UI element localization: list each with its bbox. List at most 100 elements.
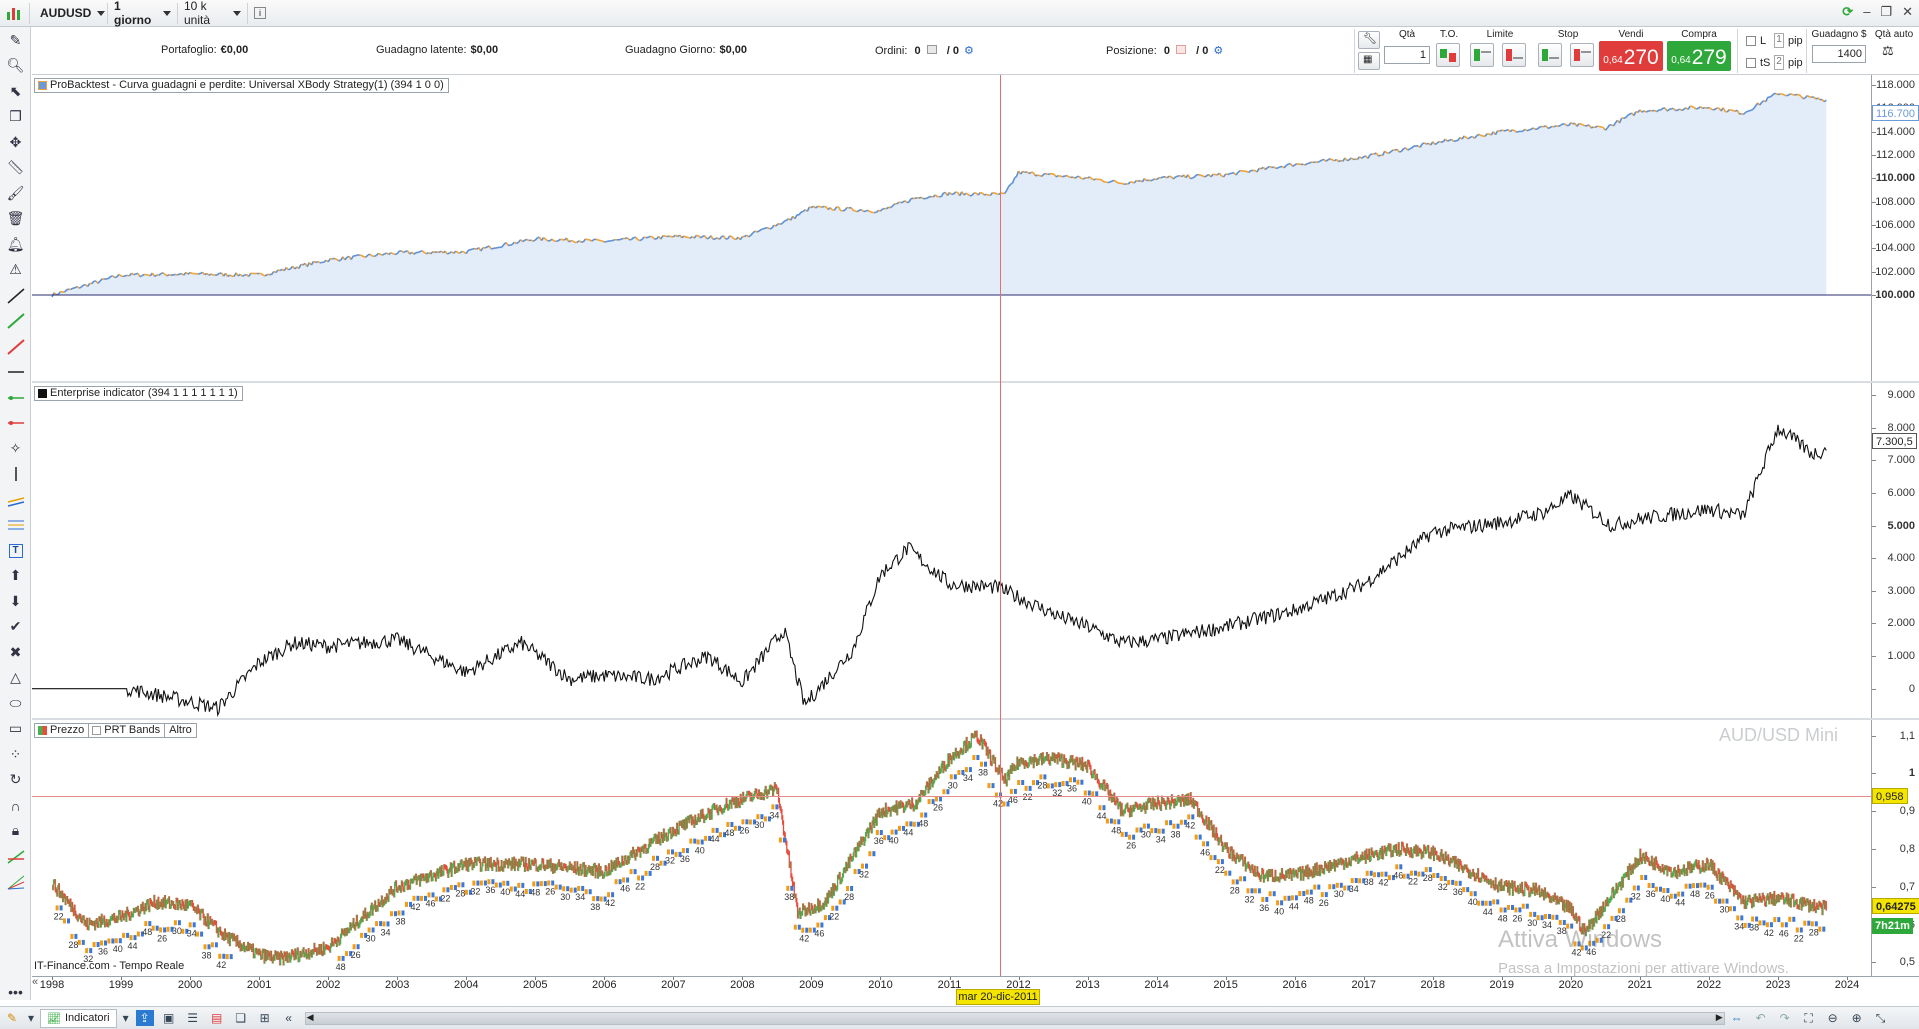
- orders-book-icon[interactable]: ▤: [210, 1011, 223, 1025]
- arrow-up-icon[interactable]: ⬆: [9, 567, 22, 583]
- cross-icon[interactable]: ✖: [9, 644, 22, 660]
- position-settings-icon[interactable]: ⚙: [1213, 45, 1224, 57]
- copy-icon[interactable]: ❐: [9, 108, 22, 124]
- collapse-left-icon[interactable]: «: [285, 1011, 292, 1025]
- minimize-icon[interactable]: –: [1863, 4, 1871, 19]
- green-line-icon[interactable]: [5, 311, 26, 330]
- red-line-icon[interactable]: [5, 337, 26, 356]
- position-info[interactable]: Posizione: 0 / 0 ⚙: [1106, 45, 1224, 57]
- draw-menu-icon[interactable]: ✎: [6, 1011, 18, 1025]
- cycle-icon[interactable]: ↻: [9, 771, 22, 787]
- signal-marker-blue: [214, 942, 218, 948]
- ts-checkbox[interactable]: [1746, 58, 1756, 68]
- undo-icon[interactable]: ↶: [1755, 1011, 1766, 1025]
- units-selector[interactable]: 10 k unità: [178, 0, 248, 27]
- zoom-out-icon[interactable]: ⊖: [1827, 1011, 1838, 1025]
- redo-icon[interactable]: ↷: [1779, 1011, 1790, 1025]
- horizontal-scrollbar[interactable]: ◀ ▶: [304, 1011, 1725, 1025]
- vline-icon[interactable]: [5, 464, 26, 483]
- sell-button[interactable]: 0,64 270: [1599, 41, 1663, 71]
- equity-segment: [1005, 186, 1010, 191]
- refresh-icon[interactable]: ⟳: [1842, 4, 1854, 19]
- tab-price[interactable]: Prezzo: [35, 724, 90, 737]
- scroll-right-arrow-icon[interactable]: ▶: [1715, 1011, 1723, 1022]
- orders-list-icon[interactable]: [926, 45, 937, 54]
- tab-other[interactable]: Altro: [169, 724, 192, 736]
- arrow-down-icon[interactable]: ⬇: [9, 593, 22, 609]
- limit-buy-button[interactable]: [1470, 43, 1494, 67]
- channel-icon[interactable]: [5, 490, 26, 509]
- points-icon[interactable]: ⁘: [9, 746, 22, 762]
- zoom-icon[interactable]: 🔍︎: [6, 57, 25, 73]
- signal-count-label: 34: [1156, 835, 1166, 845]
- timeframe-selector[interactable]: 1 giorno: [108, 0, 178, 27]
- multi-window-icon[interactable]: ❏: [235, 1011, 246, 1025]
- tools-icon[interactable]: 🔧︎: [1358, 31, 1380, 49]
- qty-input[interactable]: 1: [1384, 46, 1430, 64]
- tab-prt-bands[interactable]: PRT Bands: [89, 724, 166, 737]
- info-button[interactable]: i: [248, 3, 272, 24]
- orders-settings-icon[interactable]: ⚙: [964, 45, 974, 57]
- stop-buy-button[interactable]: [1538, 43, 1562, 67]
- share-icon[interactable]: ⇪: [135, 1010, 154, 1026]
- close-icon[interactable]: ✕: [1902, 4, 1913, 19]
- scroll-left-icon[interactable]: «: [32, 976, 39, 988]
- trash-icon[interactable]: 🗑︎: [6, 210, 25, 226]
- keypad-icon[interactable]: ▦: [1358, 52, 1380, 70]
- indicators-button[interactable]: 📈︎ Indicatori: [40, 1008, 117, 1028]
- symbol-selector[interactable]: AUDUSD: [30, 2, 108, 24]
- zoom-in-icon[interactable]: ⊕: [1851, 1011, 1862, 1025]
- fit-icon[interactable]: ⇔: [1730, 1011, 1743, 1025]
- scroll-left-arrow-icon[interactable]: ◀: [306, 1011, 314, 1022]
- ellipse-icon[interactable]: ⬭: [9, 695, 22, 711]
- x-tick-label: 2019: [1489, 979, 1515, 991]
- chart-type-icon[interactable]: [0, 2, 30, 24]
- rectangle-icon[interactable]: ▭: [8, 720, 23, 736]
- pitchfork-icon[interactable]: [5, 847, 26, 866]
- indicators-caret-icon[interactable]: ▾: [122, 1011, 129, 1025]
- magnet-icon[interactable]: ∩: [10, 797, 21, 814]
- lock-icon[interactable]: 🔒︎: [11, 822, 20, 838]
- auto-qty-icon[interactable]: ⚖: [1882, 43, 1894, 58]
- equity-segment: [1681, 108, 1685, 112]
- l-checkbox[interactable]: [1746, 36, 1756, 46]
- limit-sell-button[interactable]: [1502, 43, 1526, 67]
- autoscale-icon[interactable]: ⤡: [1875, 1010, 1886, 1025]
- line-icon[interactable]: [5, 286, 26, 305]
- l-value[interactable]: 1: [1774, 33, 1784, 48]
- bell-icon[interactable]: 🔔︎: [6, 236, 25, 252]
- hline-icon[interactable]: [5, 362, 26, 381]
- fan-icon[interactable]: [5, 872, 26, 891]
- to-order-button[interactable]: [1436, 43, 1460, 67]
- draw-menu-caret-icon[interactable]: ▾: [27, 1011, 35, 1025]
- position-list-icon[interactable]: [1176, 45, 1187, 54]
- window-icon[interactable]: ▣: [162, 1011, 175, 1025]
- buy-button[interactable]: 0,64 279: [1667, 41, 1731, 71]
- stop-sell-button[interactable]: [1570, 43, 1594, 67]
- cursor-icon[interactable]: ⬉: [9, 83, 22, 99]
- restore-icon[interactable]: ❐: [1880, 4, 1893, 19]
- zoom-fit-icon[interactable]: ⛶: [1804, 1010, 1813, 1025]
- green-hline-icon[interactable]: [5, 388, 26, 407]
- list-icon[interactable]: ☰: [187, 1011, 198, 1025]
- more-tools-icon[interactable]: •••: [8, 983, 23, 1000]
- brush-icon[interactable]: 🖌︎: [6, 185, 25, 201]
- signal-marker-blue: [648, 870, 652, 876]
- move-icon[interactable]: ✥: [9, 134, 22, 150]
- equity-segment: [910, 197, 914, 200]
- ts-value[interactable]: 2: [1774, 55, 1784, 70]
- triangle-icon[interactable]: △: [10, 669, 21, 685]
- red-hline-icon[interactable]: [5, 413, 26, 432]
- gain-input[interactable]: 1400: [1812, 45, 1866, 63]
- fibonacci-icon[interactable]: ✧: [9, 440, 22, 456]
- text-icon[interactable]: T: [5, 541, 26, 560]
- equity-segment: [1237, 169, 1241, 173]
- alert-icon[interactable]: ⚠: [9, 261, 22, 277]
- ruler-icon[interactable]: 📏︎: [6, 159, 25, 175]
- pencil-icon[interactable]: ✎: [9, 32, 22, 48]
- check-icon[interactable]: ✔: [9, 618, 22, 634]
- levels-icon[interactable]: [5, 515, 26, 534]
- orders-info[interactable]: Ordini: 0 / 0 ⚙: [875, 45, 974, 57]
- equity-segment: [1200, 174, 1203, 177]
- scanner-icon[interactable]: ⊞: [259, 1011, 270, 1025]
